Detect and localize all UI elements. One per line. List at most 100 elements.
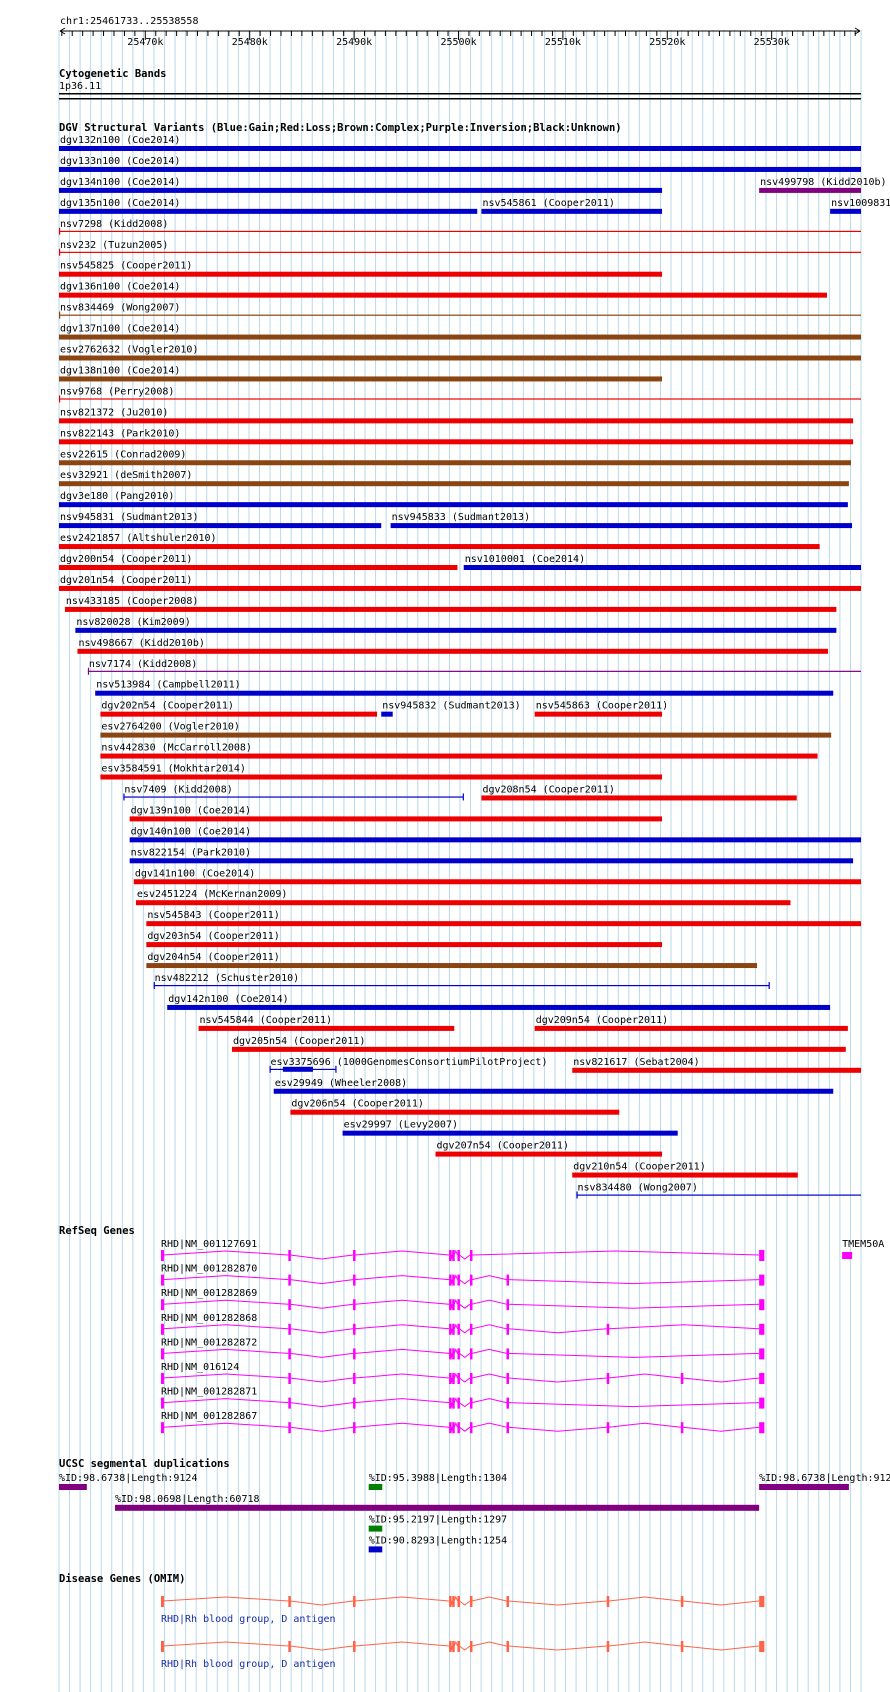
sv-bar[interactable] bbox=[75, 627, 837, 633]
exon-block[interactable] bbox=[449, 1422, 452, 1434]
exon-block[interactable] bbox=[353, 1323, 356, 1335]
sv-bar[interactable] bbox=[231, 1046, 846, 1052]
sv-bar[interactable] bbox=[59, 292, 827, 298]
sv-bar[interactable] bbox=[59, 418, 854, 424]
exon-block[interactable] bbox=[288, 1596, 291, 1607]
segdup-bar[interactable] bbox=[368, 1546, 383, 1553]
exon-block[interactable] bbox=[353, 1299, 356, 1311]
exon-block[interactable] bbox=[469, 1596, 473, 1607]
exon-block[interactable] bbox=[606, 1373, 610, 1384]
exon-block[interactable] bbox=[449, 1323, 452, 1335]
exon-block[interactable] bbox=[288, 1397, 291, 1409]
sv-bar[interactable] bbox=[129, 816, 663, 822]
exon-block[interactable] bbox=[759, 1422, 765, 1434]
sv-bar[interactable] bbox=[64, 606, 837, 612]
exon-block[interactable] bbox=[457, 1274, 460, 1286]
exon-block[interactable] bbox=[452, 1323, 455, 1335]
segdup-bar[interactable] bbox=[759, 1484, 849, 1490]
sv-bar[interactable] bbox=[830, 208, 861, 214]
sv-bar[interactable] bbox=[146, 963, 758, 969]
exon-block[interactable] bbox=[160, 1274, 164, 1286]
sv-bar[interactable] bbox=[463, 565, 861, 570]
sv-bar[interactable] bbox=[135, 900, 791, 906]
exon-block[interactable] bbox=[160, 1348, 164, 1360]
exon-block[interactable] bbox=[506, 1299, 510, 1311]
sv-bar[interactable] bbox=[100, 711, 378, 717]
sv-bar[interactable] bbox=[572, 1172, 798, 1178]
exon-block[interactable] bbox=[353, 1250, 356, 1261]
exon-block[interactable] bbox=[506, 1348, 510, 1360]
sv-line[interactable] bbox=[59, 230, 861, 232]
exon-block[interactable] bbox=[353, 1348, 356, 1360]
sv-line[interactable] bbox=[153, 985, 770, 987]
exon-block[interactable] bbox=[288, 1422, 291, 1434]
sv-bar[interactable] bbox=[390, 523, 853, 529]
exon-block[interactable] bbox=[759, 1299, 765, 1311]
exon-block[interactable] bbox=[759, 1250, 765, 1261]
exon-block[interactable] bbox=[160, 1250, 164, 1261]
exon-block[interactable] bbox=[457, 1596, 460, 1607]
sv-bar[interactable] bbox=[100, 753, 818, 759]
exon-block[interactable] bbox=[452, 1348, 455, 1360]
sv-bar[interactable] bbox=[534, 711, 663, 717]
exon-block[interactable] bbox=[606, 1641, 610, 1652]
sv-bar[interactable] bbox=[59, 146, 861, 151]
exon-block[interactable] bbox=[452, 1397, 455, 1409]
exon-block[interactable] bbox=[353, 1596, 356, 1607]
exon-block[interactable] bbox=[288, 1323, 291, 1335]
sv-bar[interactable] bbox=[59, 439, 854, 445]
neighbor-gene-stub[interactable] bbox=[842, 1252, 853, 1259]
segdup-bar[interactable] bbox=[59, 1484, 87, 1490]
exon-block[interactable] bbox=[680, 1641, 684, 1652]
sv-bar[interactable] bbox=[59, 166, 861, 172]
sv-bar[interactable] bbox=[759, 187, 861, 193]
exon-block[interactable] bbox=[457, 1299, 460, 1311]
exon-block[interactable] bbox=[506, 1641, 510, 1652]
exon-block[interactable] bbox=[457, 1250, 460, 1261]
sv-bar[interactable] bbox=[282, 1066, 313, 1072]
exon-block[interactable] bbox=[160, 1397, 164, 1409]
sv-line[interactable] bbox=[576, 1194, 861, 1196]
exon-block[interactable] bbox=[449, 1596, 452, 1607]
exon-block[interactable] bbox=[759, 1373, 765, 1384]
sv-bar[interactable] bbox=[133, 879, 861, 885]
exon-block[interactable] bbox=[680, 1373, 684, 1384]
exon-block[interactable] bbox=[680, 1596, 684, 1607]
exon-block[interactable] bbox=[469, 1348, 473, 1360]
sv-line[interactable] bbox=[59, 314, 861, 316]
segdup-bar[interactable] bbox=[368, 1525, 383, 1532]
sv-bar[interactable] bbox=[77, 648, 829, 654]
exon-block[interactable] bbox=[160, 1596, 164, 1607]
exon-block[interactable] bbox=[469, 1422, 473, 1434]
exon-block[interactable] bbox=[449, 1299, 452, 1311]
sv-bar[interactable] bbox=[59, 334, 861, 340]
exon-block[interactable] bbox=[353, 1422, 356, 1434]
exon-block[interactable] bbox=[449, 1348, 452, 1360]
sv-bar[interactable] bbox=[59, 208, 478, 214]
exon-block[interactable] bbox=[457, 1397, 460, 1409]
sv-line[interactable] bbox=[59, 398, 861, 400]
exon-block[interactable] bbox=[449, 1641, 452, 1652]
exon-block[interactable] bbox=[606, 1596, 610, 1607]
sv-bar[interactable] bbox=[342, 1130, 678, 1136]
segdup-bar[interactable] bbox=[115, 1504, 760, 1511]
sv-bar[interactable] bbox=[273, 1088, 834, 1094]
sv-line[interactable] bbox=[59, 251, 861, 253]
sv-bar[interactable] bbox=[534, 1025, 848, 1031]
exon-block[interactable] bbox=[606, 1323, 610, 1335]
exon-block[interactable] bbox=[160, 1373, 164, 1384]
sv-bar[interactable] bbox=[167, 1004, 831, 1010]
sv-bar[interactable] bbox=[59, 544, 820, 550]
sv-bar[interactable] bbox=[59, 271, 663, 277]
exon-block[interactable] bbox=[506, 1274, 510, 1286]
exon-block[interactable] bbox=[469, 1299, 473, 1311]
exon-block[interactable] bbox=[160, 1641, 164, 1652]
sv-bar[interactable] bbox=[146, 921, 861, 927]
exon-block[interactable] bbox=[452, 1299, 455, 1311]
exon-block[interactable] bbox=[759, 1596, 765, 1607]
sv-bar[interactable] bbox=[59, 565, 458, 570]
exon-block[interactable] bbox=[759, 1323, 765, 1335]
exon-block[interactable] bbox=[457, 1323, 460, 1335]
sv-bar[interactable] bbox=[59, 502, 848, 508]
exon-block[interactable] bbox=[449, 1397, 452, 1409]
